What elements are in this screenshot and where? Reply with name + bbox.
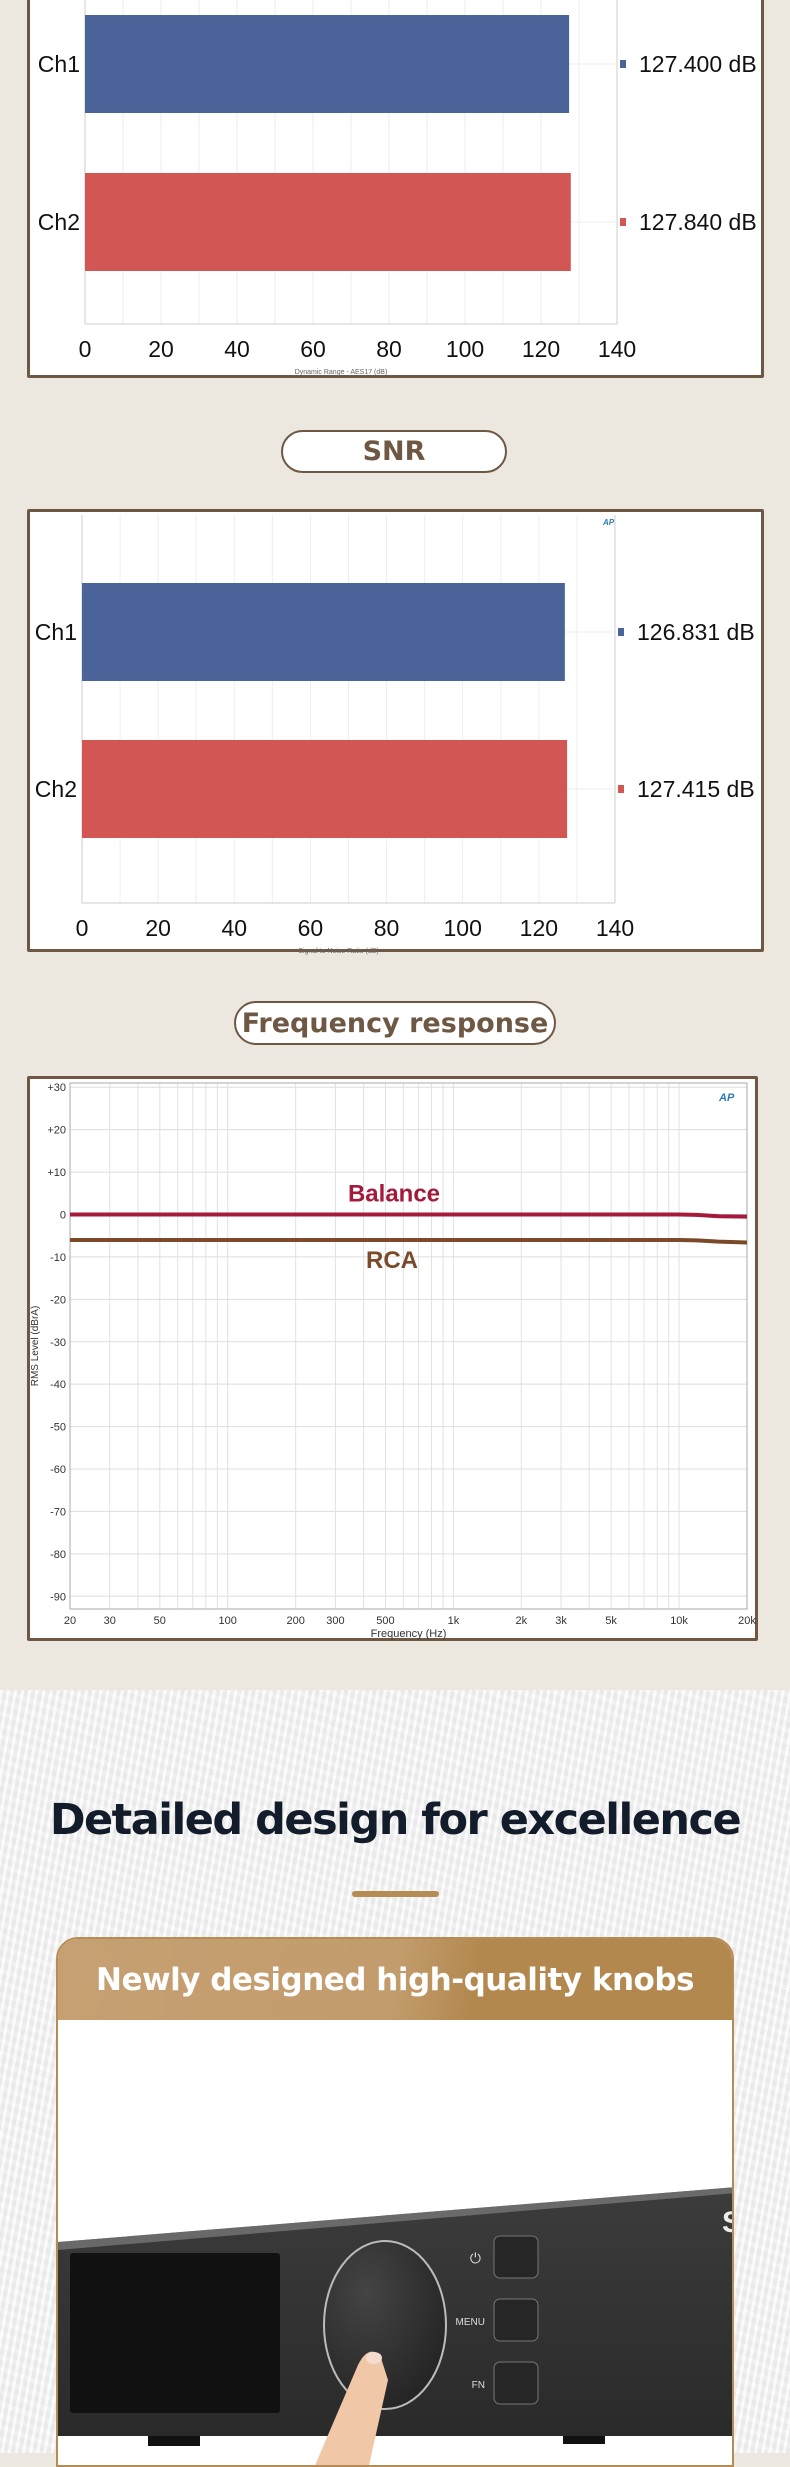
x-tick-label: 20 <box>64 1615 76 1627</box>
frequency-response-chart: +30 +20 +10 0 -10 -20 -30 -40 -50 -60 -70 -80 -90 20 3… <box>30 1082 756 1640</box>
feature-card: Newly designed high-quality knobs ⏻ MENU… <box>56 1937 734 2467</box>
x-tick-label: 60 <box>300 336 326 362</box>
value-label: 126.831 dB <box>637 619 755 645</box>
x-tick-label: 300 <box>326 1615 344 1627</box>
snr-panel <box>27 509 764 952</box>
y-tick-label: +20 <box>47 1125 66 1137</box>
x-tick-label: 60 <box>298 915 324 941</box>
x-tick-label: 40 <box>221 915 247 941</box>
x-tick-label: 10k <box>670 1615 688 1627</box>
series-label-rca: RCA <box>366 1247 418 1274</box>
x-axis-label: Dynamic Range - AES17 (dB) <box>295 369 388 376</box>
value-label: 127.400 dB <box>639 51 757 77</box>
x-tick-label: 120 <box>520 915 558 941</box>
x-tick-label: 500 <box>376 1615 394 1627</box>
x-tick-label: 5k <box>605 1615 617 1627</box>
volume-knob <box>323 2240 447 2410</box>
y-tick-label: +10 <box>47 1167 66 1179</box>
legend-marker <box>620 218 626 226</box>
bar-ch1 <box>85 15 570 113</box>
bar-ch2 <box>85 173 571 271</box>
frequency-response-title: Frequency response <box>234 1001 556 1045</box>
y-tick-label: -10 <box>50 1252 66 1264</box>
x-tick-label: 20 <box>148 336 174 362</box>
menu-label: MENU <box>456 2317 485 2328</box>
category-label: Ch2 <box>35 776 77 802</box>
snr-title: SNR <box>281 430 507 473</box>
fn-label: FN <box>472 2380 485 2391</box>
x-tick-label: 20 <box>145 915 171 941</box>
category-label: Ch2 <box>38 209 80 235</box>
ap-logo: AP <box>718 1092 735 1104</box>
fn-button <box>493 2361 539 2405</box>
category-label: Ch1 <box>35 619 77 645</box>
y-tick-label: -90 <box>50 1591 66 1603</box>
x-tick-label: 3k <box>555 1615 567 1627</box>
legend-marker <box>620 60 626 68</box>
ap-logo: AP <box>602 518 615 527</box>
finger <box>315 2351 388 2465</box>
value-label: 127.415 dB <box>637 776 755 802</box>
frequency-response-panel <box>27 1076 758 1641</box>
bar-ch2 <box>82 740 568 838</box>
power-icon: ⏻ <box>470 2250 481 2266</box>
y-tick-label: -70 <box>50 1506 66 1518</box>
category-label: Ch1 <box>38 51 80 77</box>
y-axis-label: RMS Level (dBrA) <box>30 1306 41 1387</box>
x-tick-label: 200 <box>286 1615 304 1627</box>
y-tick-label: -20 <box>50 1294 66 1306</box>
x-tick-label: 0 <box>76 915 89 941</box>
x-tick-label: 120 <box>522 336 560 362</box>
brand-logo-fragment: S <box>722 2206 734 2239</box>
series-line-rca <box>70 1237 748 1245</box>
value-label: 127.840 dB <box>639 209 757 235</box>
section-heading: Detailed design for excellence <box>49 1795 742 1845</box>
series-label-balance: Balance <box>348 1181 440 1208</box>
y-tick-label: 0 <box>60 1210 66 1222</box>
x-tick-label: 1k <box>448 1615 460 1627</box>
y-tick-label: +30 <box>47 1082 66 1094</box>
x-tick-label: 40 <box>224 336 250 362</box>
plot-frame <box>69 1082 748 1610</box>
y-tick-label: -40 <box>50 1379 66 1391</box>
legend-marker <box>618 628 624 636</box>
x-tick-label: 100 <box>444 915 482 941</box>
x-axis-label: Frequency (Hz) <box>371 1628 447 1640</box>
x-tick-label: 2k <box>516 1615 528 1627</box>
y-tick-label: -50 <box>50 1422 66 1434</box>
y-tick-label: -30 <box>50 1337 66 1349</box>
x-tick-label: 30 <box>104 1615 116 1627</box>
display-screen <box>70 2253 280 2413</box>
dynamic-range-chart: Ch1 127.400 dB Ch2 127.840 dB 0 20 40 60 80 100 12… <box>38 0 757 376</box>
y-tick-label: -80 <box>50 1549 66 1561</box>
menu-button <box>493 2298 539 2342</box>
feature-card-title: Newly designed high-quality knobs <box>58 1939 732 2020</box>
x-axis-label: Signal to Noise Ratio (dB) <box>298 948 379 955</box>
x-tick-label: 80 <box>374 915 400 941</box>
device-front-panel-image: ⏻ MENU FN S <box>58 2187 734 2465</box>
x-tick-label: 80 <box>376 336 402 362</box>
x-tick-label: 50 <box>154 1615 166 1627</box>
y-tick-label: -60 <box>50 1464 66 1476</box>
bar-ch1 <box>82 583 565 681</box>
x-tick-label: 140 <box>598 336 636 362</box>
x-tick-label: 20k <box>738 1615 756 1627</box>
power-button <box>493 2235 539 2279</box>
snr-chart: Ch1 126.831 dB Ch2 127.415 dB 0 20 40 60 80 100 12… <box>35 515 755 955</box>
x-tick-label: 0 <box>79 336 92 362</box>
heading-accent-divider <box>352 1891 439 1897</box>
series-line-balance <box>70 1212 748 1219</box>
x-tick-label: 100 <box>219 1615 237 1627</box>
x-tick-label: 100 <box>446 336 484 362</box>
legend-marker <box>618 785 624 793</box>
x-tick-label: 140 <box>596 915 634 941</box>
